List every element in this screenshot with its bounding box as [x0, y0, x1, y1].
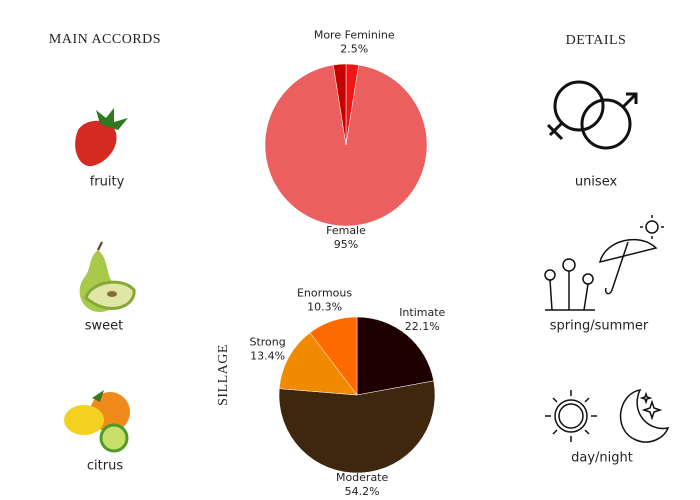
section-title: DETAILS	[566, 33, 627, 48]
slice-value: 95%	[334, 238, 358, 251]
unisex-icon	[546, 80, 638, 150]
slice-label: Enormous	[297, 287, 352, 300]
slice-value: 22.1%	[405, 320, 440, 333]
slice-value: 10.3%	[307, 301, 342, 314]
detail-label: unisex	[575, 175, 618, 190]
accord-label: citrus	[87, 459, 123, 474]
slice-label: Moderate	[336, 471, 389, 484]
detail-label: spring/summer	[550, 319, 649, 334]
slice-label: Strong	[249, 335, 285, 348]
accord-label: fruity	[90, 175, 125, 190]
slice-value: 13.4%	[250, 349, 285, 362]
pie-slice	[309, 316, 358, 396]
pie-slice	[264, 64, 428, 227]
pie-slice	[333, 63, 347, 146]
pie-slice	[278, 332, 358, 396]
spring-summer-icon	[544, 215, 664, 311]
slice-label: Female	[326, 224, 366, 237]
slice-label: More Feminine	[314, 28, 395, 41]
citrus-icon	[64, 390, 130, 453]
strawberry-icon	[75, 108, 128, 167]
slice-value: 54.2%	[345, 485, 380, 498]
detail-label: day/night	[571, 451, 633, 466]
section-title: MAIN ACCORDS	[49, 32, 161, 47]
pear-icon	[79, 241, 136, 312]
slice-value: 2.5%	[340, 42, 368, 55]
slice-label: Intimate	[399, 306, 445, 319]
accord-label: sweet	[85, 319, 124, 334]
day-night-icon	[545, 389, 670, 443]
pie-slice	[356, 316, 435, 396]
chart-title: SILLAGE	[216, 344, 231, 406]
pie-slice	[278, 380, 436, 474]
